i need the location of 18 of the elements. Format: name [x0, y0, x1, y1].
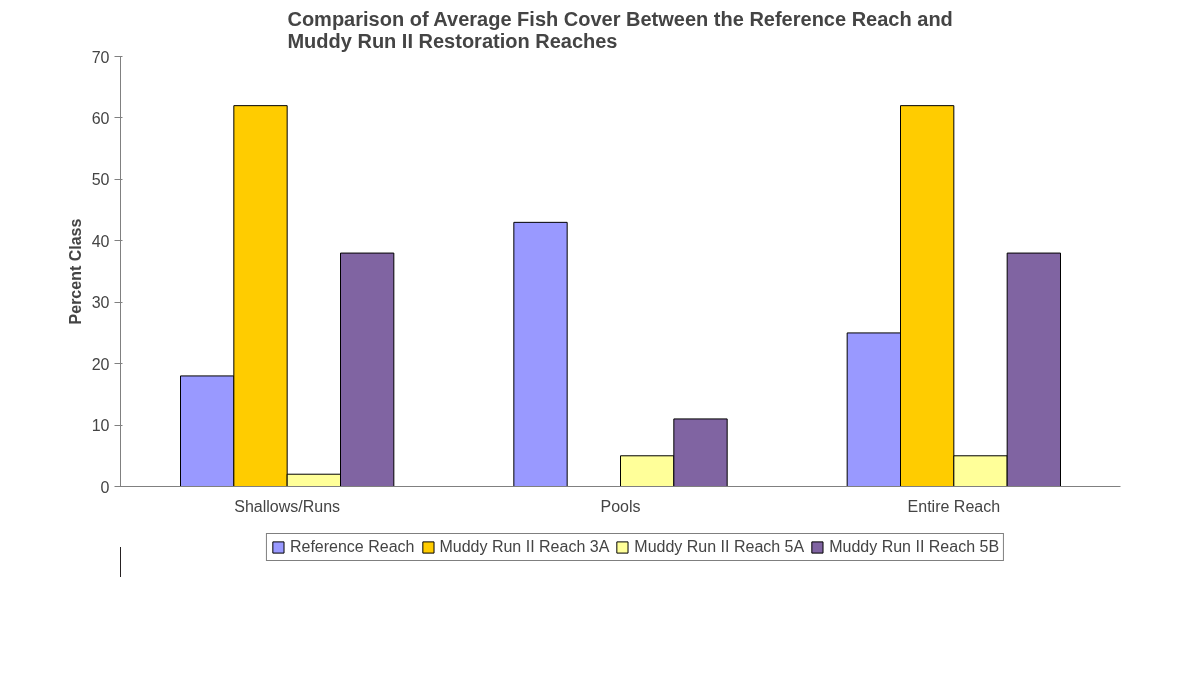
bar — [513, 221, 568, 487]
y-tick-label: 40 — [91, 232, 110, 250]
legend-label: Muddy Run II Reach 3A — [439, 538, 610, 556]
legend-label: Muddy Run II Reach 5B — [829, 538, 1000, 556]
y-tick-label: 0 — [100, 478, 110, 496]
y-tick-label: 60 — [91, 109, 110, 127]
y-tick-label: 50 — [91, 171, 110, 189]
y-tick-label: 70 — [91, 48, 110, 66]
y-tick-label: 30 — [91, 294, 110, 312]
y-axis-title: Percent Class — [66, 218, 84, 325]
x-tick-label: Shallows/Runs — [234, 497, 341, 515]
chart-title: Comparison of Average Fish Cover Between the Reference Reach and Muddy Run II Restoration Reaches — [287, 7, 953, 52]
x-tick-label: Pools — [600, 497, 641, 515]
x-tick-label: Entire Reach — [907, 497, 1001, 515]
y-tick-label: 20 — [91, 355, 110, 373]
legend-label: Reference Reach — [289, 538, 415, 556]
y-tick-label: 10 — [91, 417, 110, 435]
legend-label: Muddy Run II Reach 5A — [634, 538, 805, 556]
